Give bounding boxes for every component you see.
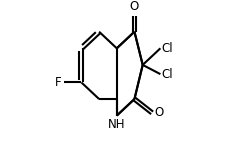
Text: Cl: Cl xyxy=(161,68,173,81)
Text: Cl: Cl xyxy=(161,42,173,55)
Text: O: O xyxy=(129,0,139,13)
Text: O: O xyxy=(154,106,163,119)
Text: NH: NH xyxy=(108,118,125,131)
Text: F: F xyxy=(54,76,61,89)
